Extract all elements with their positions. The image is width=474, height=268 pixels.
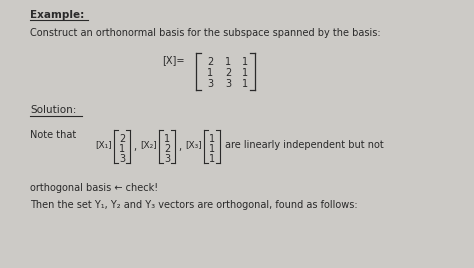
Text: Then the set Y₁, Y₂ and Y₃ vectors are orthogonal, found as follows:: Then the set Y₁, Y₂ and Y₃ vectors are o…: [30, 200, 357, 210]
Text: 3: 3: [207, 79, 213, 89]
Text: [X]=: [X]=: [163, 55, 185, 65]
Text: 1: 1: [209, 144, 215, 154]
Text: 1: 1: [119, 144, 125, 154]
Text: Construct an orthonormal basis for the subspace spanned by the basis:: Construct an orthonormal basis for the s…: [30, 28, 381, 38]
Text: [X₂]: [X₂]: [140, 140, 157, 149]
Text: [X₃]: [X₃]: [185, 140, 202, 149]
Text: Example:: Example:: [30, 10, 84, 20]
Text: 1: 1: [242, 68, 248, 78]
Text: 3: 3: [119, 154, 125, 164]
Text: 2: 2: [119, 134, 125, 144]
Text: ,: ,: [133, 142, 136, 152]
Text: 2: 2: [164, 144, 170, 154]
Text: 3: 3: [164, 154, 170, 164]
Text: 1: 1: [207, 68, 213, 78]
Text: are linearly independent but not: are linearly independent but not: [225, 140, 384, 150]
Text: ,: ,: [178, 142, 181, 152]
Text: 1: 1: [242, 57, 248, 67]
Text: Note that: Note that: [30, 130, 76, 140]
Text: 1: 1: [225, 57, 231, 67]
Text: 1: 1: [209, 134, 215, 144]
Text: orthogonal basis ← check!: orthogonal basis ← check!: [30, 183, 158, 193]
Text: 2: 2: [225, 68, 231, 78]
Text: [X₁]: [X₁]: [95, 140, 112, 149]
Text: 1: 1: [209, 154, 215, 164]
Text: 1: 1: [242, 79, 248, 89]
Text: 3: 3: [225, 79, 231, 89]
Text: 1: 1: [164, 134, 170, 144]
Text: Solution:: Solution:: [30, 105, 76, 115]
Text: 2: 2: [207, 57, 213, 67]
